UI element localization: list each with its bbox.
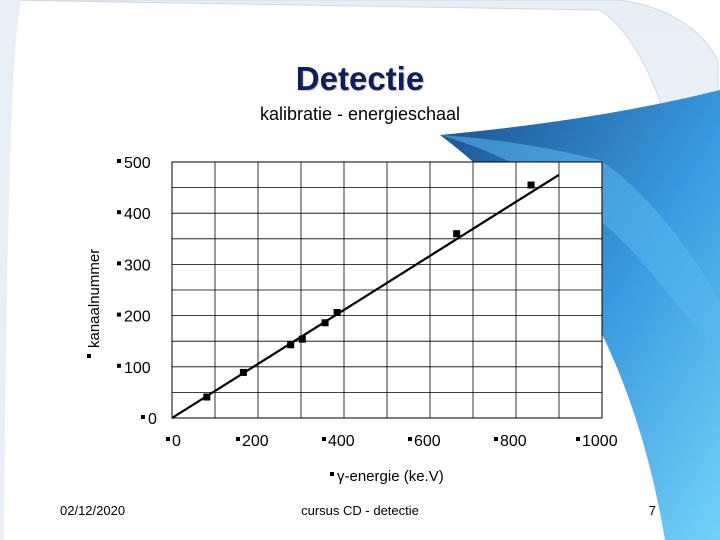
y-tick-label: 500 [124,155,151,172]
footer-date: 02/12/2020 [60,503,126,518]
data-point [333,309,341,317]
slide-subtitle: kalibratie - energieschaal [259,104,461,124]
page-number: 7 [648,503,656,518]
x-tick-bullet [322,437,326,441]
y-axis-label-bullet [87,354,91,358]
x-axis-label-bullet [330,472,334,476]
x-tick-label: 200 [242,433,269,450]
x-tick-label: 0 [172,433,181,450]
y-tick-label: 0 [148,411,157,428]
y-tick-bullet [117,210,121,215]
slide-title: Detectie [295,60,425,97]
x-tick-label: 1000 [582,433,618,450]
x-tick-label: 600 [414,433,441,450]
footer-course: cursus CD - detectie [301,503,419,518]
x-tick-label: 400 [328,433,355,450]
x-tick-bullet [166,437,170,441]
data-point [527,181,535,189]
x-axis-label: γ-energie (ke.V) [337,468,444,485]
x-tick-bullet [494,437,498,441]
y-tick-label: 400 [124,206,151,223]
x-tick-bullet [576,437,580,441]
y-tick-bullet [117,312,121,317]
data-point [203,393,211,401]
y-tick-bullet [117,363,121,368]
y-axis-label: kanaalnummer [86,249,103,348]
x-tick-bullet [236,437,240,441]
x-tick-bullet [408,437,412,441]
data-point [321,319,329,327]
data-point [453,230,461,238]
data-point [239,368,247,376]
y-tick-bullet [141,415,145,419]
y-tick-bullet [117,261,121,266]
y-tick-label: 200 [124,309,151,326]
fit-line [171,173,560,419]
y-tick-label: 300 [124,257,151,274]
y-tick-label: 100 [124,360,151,377]
y-tick-bullet [117,159,121,163]
x-tick-label: 800 [500,433,527,450]
data-point [298,335,306,343]
data-point [287,341,295,349]
